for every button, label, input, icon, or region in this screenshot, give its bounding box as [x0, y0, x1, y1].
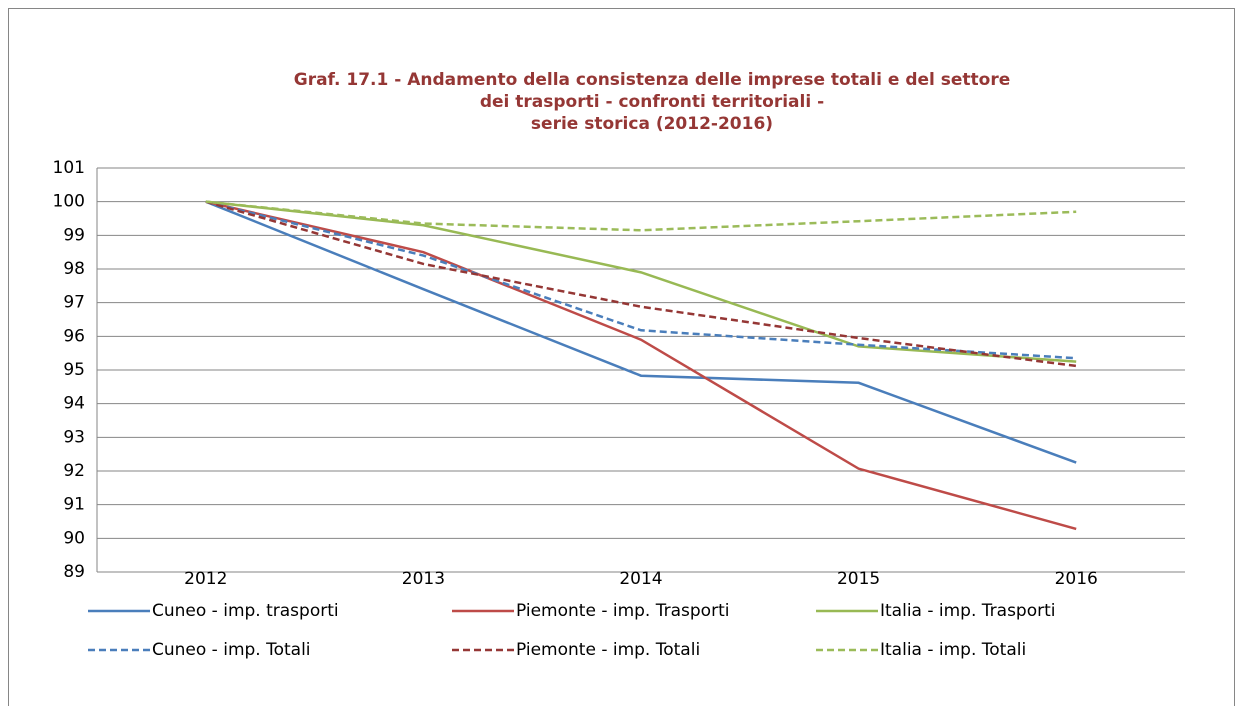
chart-frame: [8, 8, 1235, 710]
y-tick-label: 90: [63, 528, 85, 548]
x-tick-label: 2016: [1055, 569, 1098, 589]
y-tick-label: 89: [63, 562, 85, 582]
y-tick-label: 101: [53, 158, 85, 178]
series-line: [205, 200, 1077, 232]
x-tick-label: 2014: [619, 569, 662, 589]
y-tick-label: 96: [63, 326, 85, 346]
legend-label: Piemonte - imp. Trasporti: [516, 601, 729, 621]
y-tick-label: 99: [63, 225, 85, 245]
y-tick-label: 98: [63, 259, 85, 279]
series-line: [205, 200, 1077, 363]
y-tick-label: 94: [63, 394, 85, 414]
y-tick-label: 95: [63, 360, 85, 380]
x-tick-label: 2013: [402, 569, 445, 589]
legend-label: Italia - imp. Totali: [880, 640, 1026, 660]
y-tick-label: 91: [63, 495, 85, 515]
y-tick-label: 93: [63, 427, 85, 447]
x-tick-label: 2015: [837, 569, 880, 589]
series-line: [205, 200, 1077, 464]
chart-title: serie storica (2012-2016): [531, 114, 773, 134]
y-tick-label: 100: [53, 192, 85, 212]
legend-label: Italia - imp. Trasporti: [880, 601, 1056, 621]
series-line: [205, 200, 1077, 368]
y-tick-label: 92: [63, 461, 85, 481]
legend-label: Piemonte - imp. Totali: [516, 640, 700, 660]
chart-title: Graf. 17.1 - Andamento della consistenza…: [294, 70, 1011, 90]
series-line: [205, 200, 1077, 531]
legend-label: Cuneo - imp. Totali: [152, 640, 311, 660]
legend-label: Cuneo - imp. trasporti: [152, 601, 339, 621]
series-line: [205, 200, 1077, 360]
chart-title: dei trasporti - confronti territoriali -: [480, 92, 824, 112]
x-tick-label: 2012: [184, 569, 227, 589]
y-tick-label: 97: [63, 293, 85, 313]
